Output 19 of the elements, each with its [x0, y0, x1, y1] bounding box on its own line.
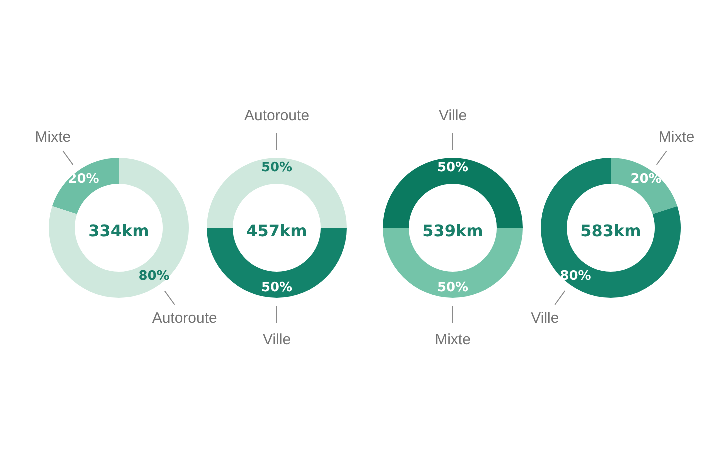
text: 457km — [246, 222, 308, 240]
text: 539km — [422, 222, 484, 240]
slice-label: Ville — [262, 332, 292, 348]
slice-label: Mixte — [35, 128, 72, 146]
slice-label: Mixte — [435, 332, 471, 348]
slice-label: Mixte — [658, 128, 695, 146]
data-label: 20% — [630, 172, 662, 187]
slice-label: Ville — [438, 108, 468, 124]
text: 583km — [580, 222, 642, 240]
data-label: 80% — [138, 269, 170, 284]
data-label: 50% — [261, 160, 293, 176]
slice-label: Autoroute — [152, 310, 218, 328]
data-label: 80% — [560, 269, 592, 284]
text: 334km — [88, 222, 150, 240]
data-label: 50% — [437, 280, 469, 296]
slice-label: Autoroute — [244, 108, 310, 124]
data-label: 50% — [261, 280, 293, 296]
data-label: 50% — [437, 160, 469, 176]
slice-label: Ville — [531, 310, 560, 328]
